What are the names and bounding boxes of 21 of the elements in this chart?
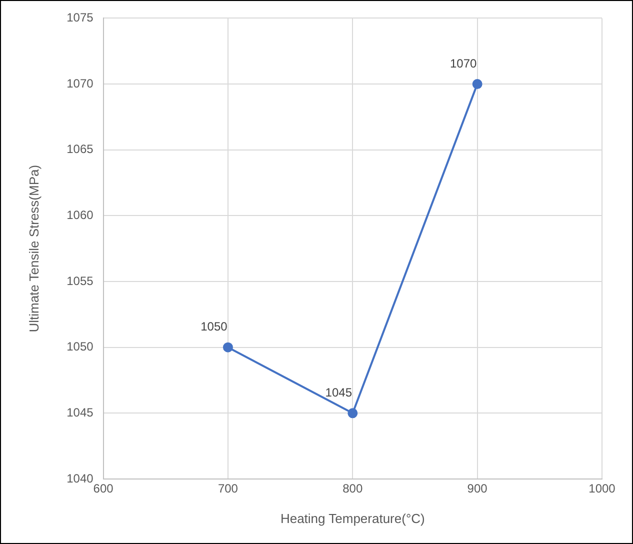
x-tick-label: 600: [93, 482, 114, 496]
y-tick-label: 1075: [66, 10, 94, 25]
x-axis-title: Heating Temperature(°C): [280, 510, 425, 526]
data-label: 1045: [325, 385, 352, 400]
x-tick-label: 800: [342, 482, 363, 496]
x-tick-label: 1000: [588, 482, 616, 496]
y-tick-label: 1040: [66, 471, 94, 486]
y-tick-label: 1060: [66, 208, 94, 222]
point: [222, 342, 233, 352]
y-tick-label: 1045: [66, 405, 94, 420]
data-label: 1070: [450, 56, 477, 70]
data-label: 1050: [200, 320, 228, 334]
y-tick-label: 1065: [66, 142, 94, 156]
point: [472, 79, 482, 90]
y-tick-label: 1055: [66, 274, 94, 288]
x-tick-label: 700: [218, 482, 238, 496]
point: [348, 408, 358, 418]
x-tick-label: 900: [467, 482, 488, 496]
y-tick-label: 1050: [66, 340, 94, 354]
y-tick-label: 1070: [66, 76, 94, 90]
y-axis-title: Ultimate Tensile Stress(MPa): [26, 164, 42, 332]
